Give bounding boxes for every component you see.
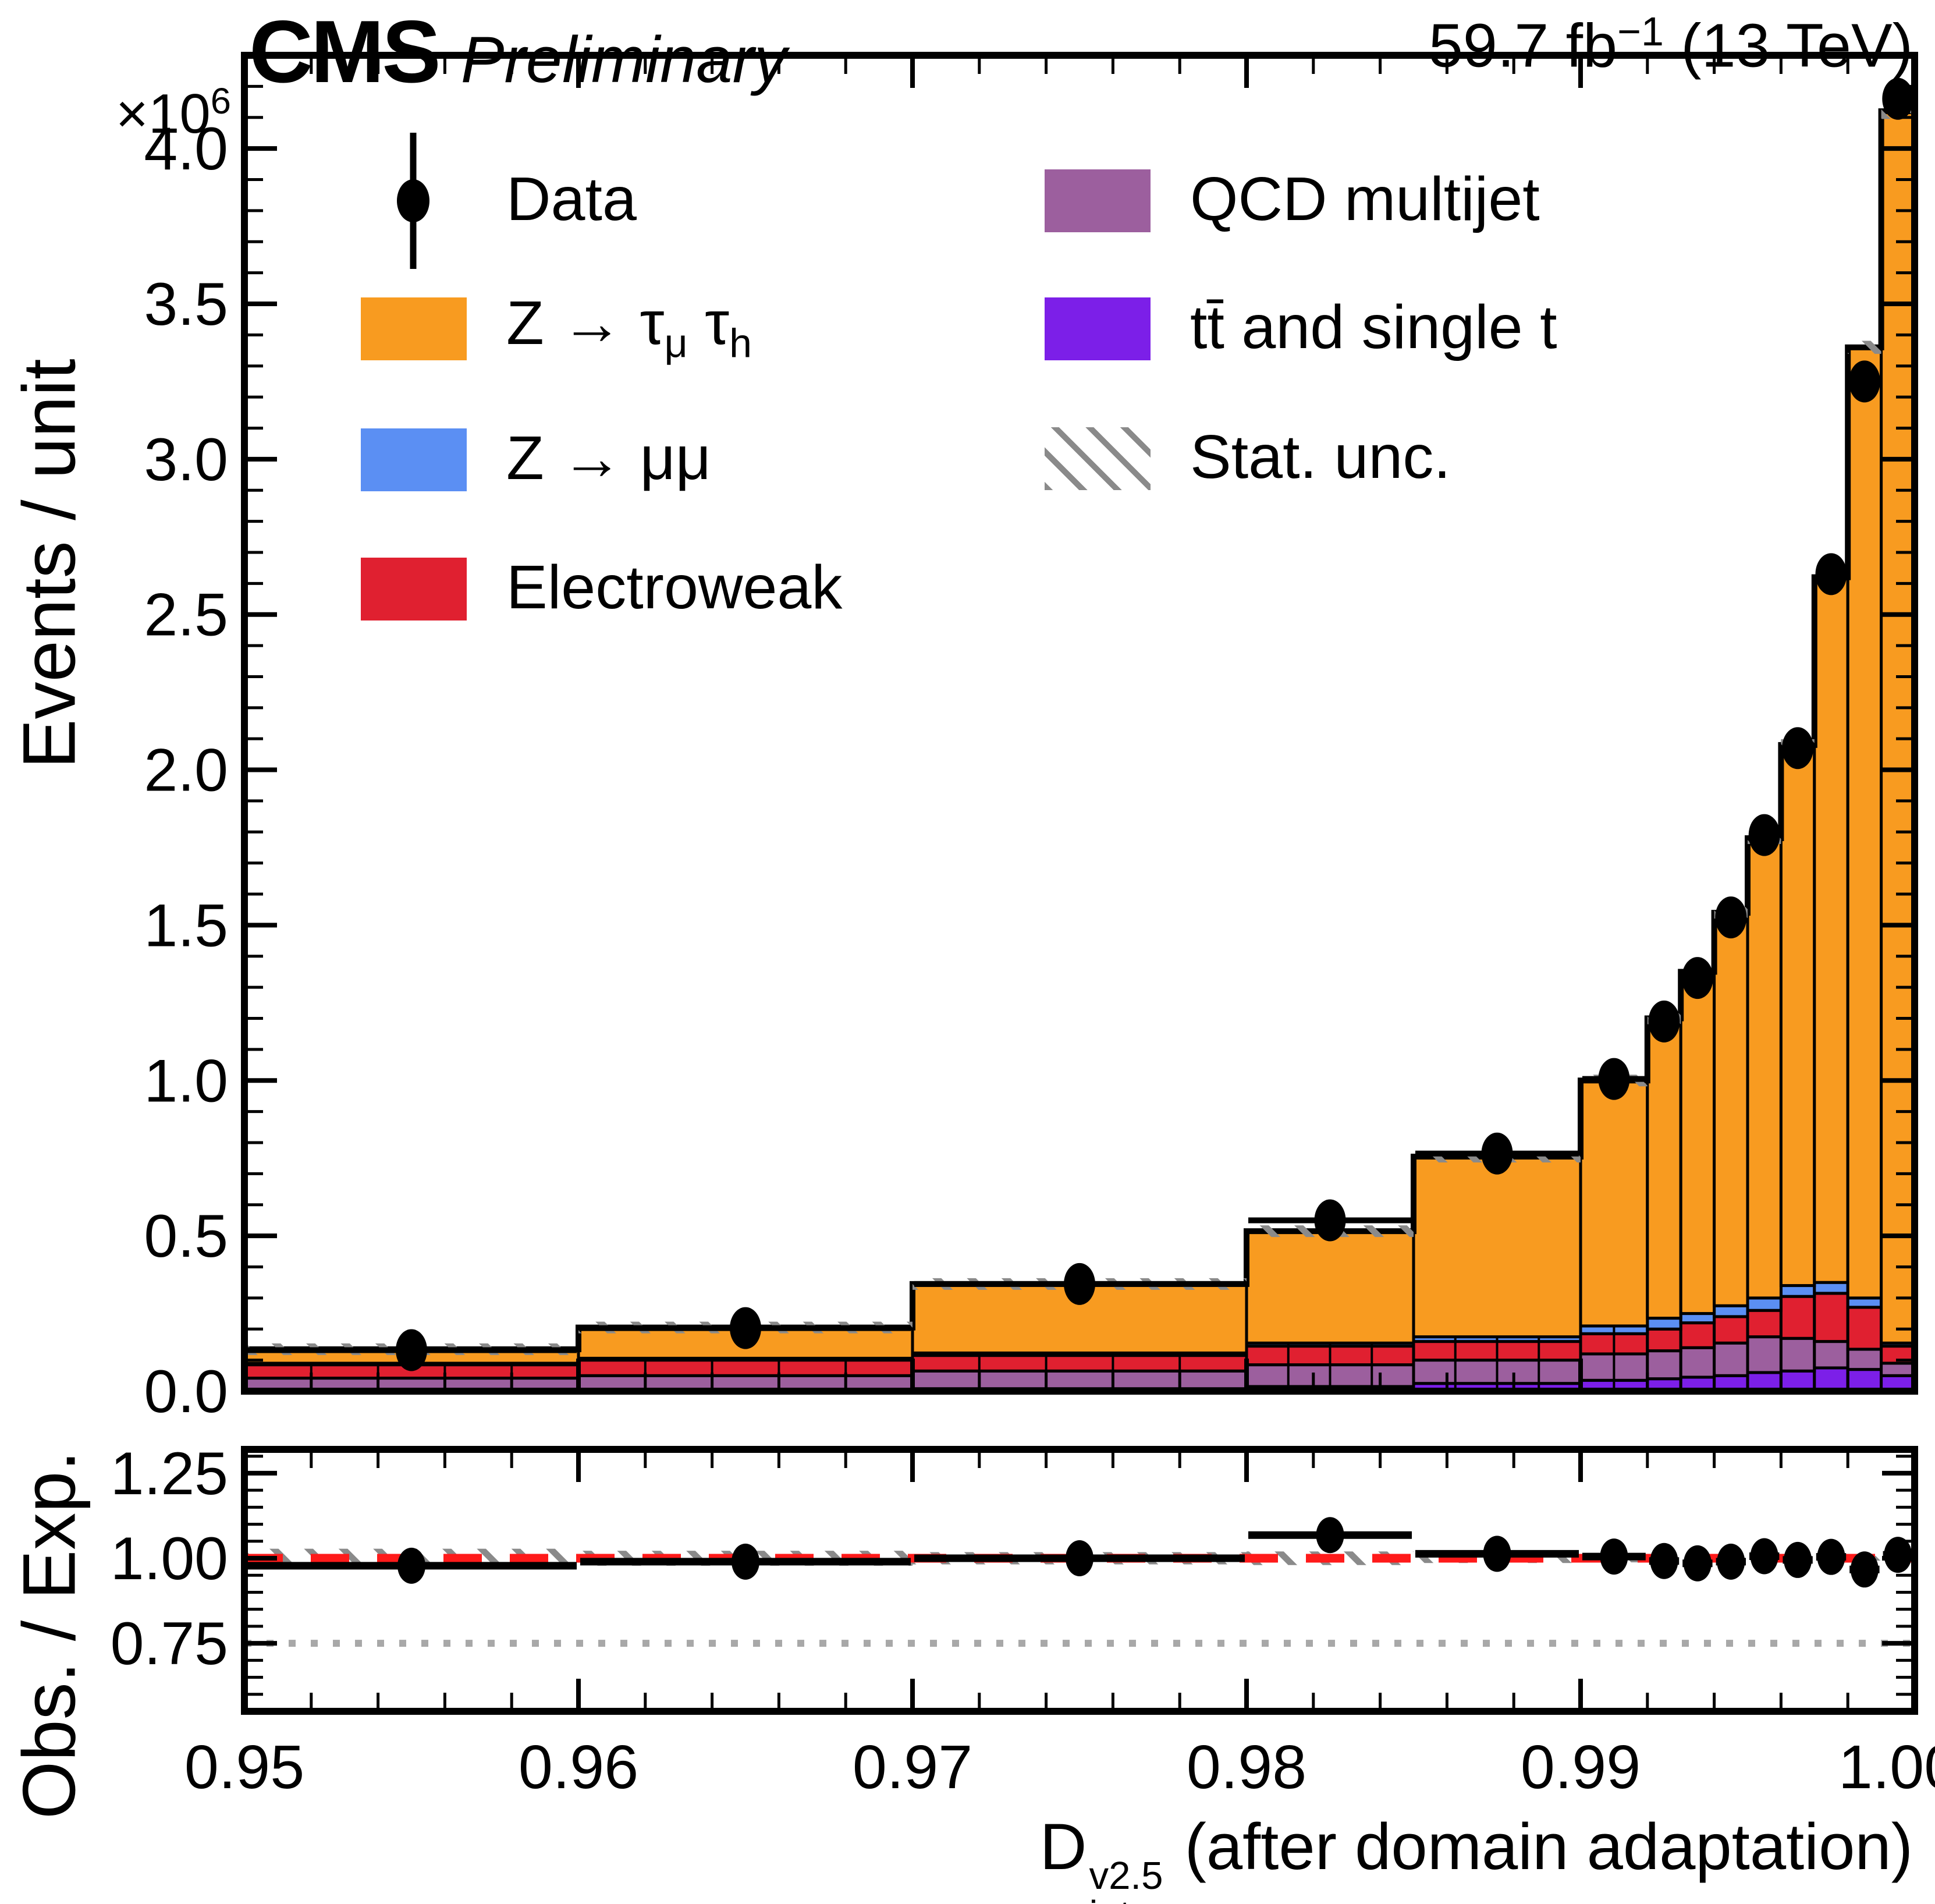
legend-label-electroweak: Electroweak xyxy=(506,553,843,622)
ratio-tick-label: 1.00 xyxy=(111,1525,228,1593)
x-axis-title: Dv2.5jet (after domain adaptation) xyxy=(1039,1810,1913,1904)
x-tick-label: 0.99 xyxy=(1521,1733,1641,1802)
legend-label-tt: tt̄ and single t xyxy=(1190,293,1557,362)
y-axis-multiplier: ×106 xyxy=(115,81,231,145)
y-tick-label: 3.5 xyxy=(144,271,228,338)
cms-logo-text: CMS xyxy=(249,2,441,101)
x-tick-label: 0.97 xyxy=(853,1733,972,1802)
legend-swatch-ztt xyxy=(361,297,467,360)
y-tick-label: 0.0 xyxy=(144,1358,228,1426)
data-marker-icon xyxy=(397,133,429,269)
legend-swatch-zmm xyxy=(361,428,467,491)
main-panel xyxy=(243,77,1918,1393)
ratio-points xyxy=(246,1517,1913,1588)
legend-swatch-tt xyxy=(1045,297,1151,360)
y-tick-label: 1.5 xyxy=(144,892,228,959)
y-tick-label: 3.0 xyxy=(144,426,228,494)
y-tick-label: 4.0 xyxy=(144,115,228,183)
legend-label-qcd: QCD multijet xyxy=(1190,165,1540,234)
x-tick-label: 1.00 xyxy=(1838,1733,1935,1802)
legend-swatch-electroweak xyxy=(361,558,467,621)
legend-swatch-qcd xyxy=(1045,169,1151,232)
luminosity-label: 59.7 fb−1 (13 TeV) xyxy=(1428,9,1913,80)
x-tick-label: 0.96 xyxy=(519,1733,638,1802)
y-axis-title: Events / unit xyxy=(8,359,91,769)
data-points xyxy=(246,77,1914,1371)
preliminary-label: Preliminary xyxy=(460,23,787,96)
y-tick-label: 2.5 xyxy=(144,582,228,649)
y-tick-label: 2.0 xyxy=(144,737,228,804)
legend-swatch-stat-unc xyxy=(1045,427,1151,490)
ratio-panel xyxy=(244,1517,1915,1647)
legend-label-ztt: Z → τμ τh xyxy=(506,289,752,366)
ratio-y-axis-title: Obs. / Exp. xyxy=(8,1450,91,1820)
y-tick-label: 1.0 xyxy=(144,1047,228,1115)
y-tick-label: 0.5 xyxy=(144,1203,228,1270)
ratio-tick-label: 1.25 xyxy=(111,1440,228,1508)
axes-and-ticks: 0.0 0.5 1.0 1.5 2.0 2.5 3.0 3.5 4.0 0.75 1.00 1.25 0… xyxy=(111,52,1935,1802)
legend-label-stat-unc: Stat. unc. xyxy=(1190,423,1451,492)
legend-label-data: Data xyxy=(506,165,637,234)
x-tick-label: 0.98 xyxy=(1187,1733,1306,1802)
x-tick-label: 0.95 xyxy=(184,1733,304,1802)
ratio-tick-label: 0.75 xyxy=(111,1610,228,1678)
legend-label-zmm: Z → μμ xyxy=(506,424,711,493)
header-left: CMS Preliminary xyxy=(249,1,787,103)
